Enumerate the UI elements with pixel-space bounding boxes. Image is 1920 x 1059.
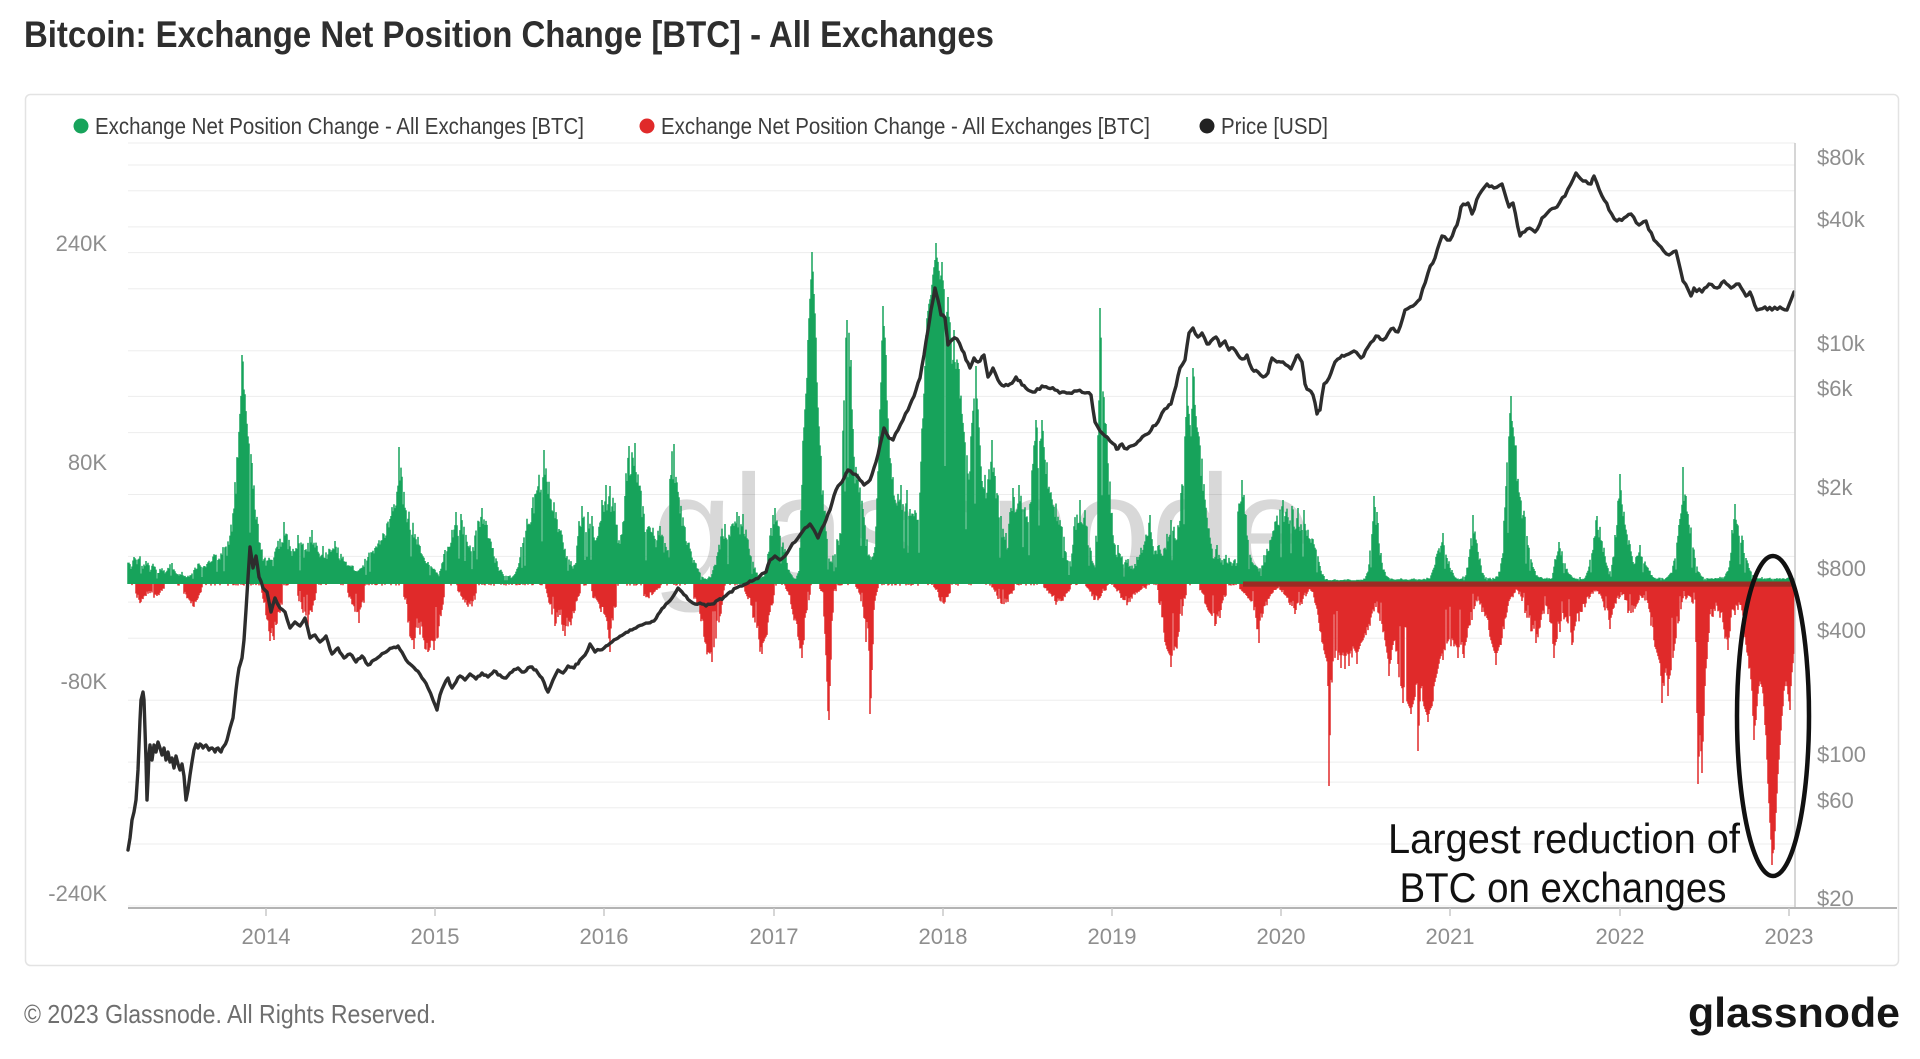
svg-text:$80k: $80k (1817, 145, 1866, 170)
svg-text:80K: 80K (68, 450, 107, 475)
svg-text:2023: 2023 (1765, 924, 1814, 949)
svg-text:Exchange Net Position Change -: Exchange Net Position Change - All Excha… (661, 113, 1150, 139)
svg-text:Largest reduction of: Largest reduction of (1388, 815, 1740, 862)
svg-text:$40k: $40k (1817, 207, 1866, 232)
svg-text:$2k: $2k (1817, 475, 1853, 500)
svg-text:-80K: -80K (61, 669, 108, 694)
svg-text:$800: $800 (1817, 556, 1866, 581)
svg-text:Bitcoin: Exchange Net Position: Bitcoin: Exchange Net Position Change [B… (24, 14, 994, 55)
svg-text:2016: 2016 (580, 924, 629, 949)
svg-text:-240K: -240K (48, 881, 107, 906)
svg-text:$60: $60 (1817, 788, 1854, 813)
svg-text:$10k: $10k (1817, 331, 1866, 356)
svg-text:Price [USD]: Price [USD] (1221, 113, 1328, 139)
svg-text:2022: 2022 (1596, 924, 1645, 949)
svg-text:2015: 2015 (411, 924, 460, 949)
svg-text:2019: 2019 (1088, 924, 1137, 949)
svg-text:glassnode: glassnode (1688, 989, 1900, 1036)
svg-text:2014: 2014 (242, 924, 291, 949)
svg-text:Exchange Net Position Change -: Exchange Net Position Change - All Excha… (95, 113, 584, 139)
svg-text:$6k: $6k (1817, 376, 1853, 401)
svg-text:$20: $20 (1817, 886, 1854, 911)
svg-text:BTC on exchanges: BTC on exchanges (1400, 864, 1727, 911)
svg-text:$400: $400 (1817, 618, 1866, 643)
svg-text:2021: 2021 (1426, 924, 1475, 949)
svg-text:240K: 240K (56, 231, 108, 256)
svg-text:2020: 2020 (1257, 924, 1306, 949)
svg-text:2017: 2017 (750, 924, 799, 949)
svg-text:2018: 2018 (919, 924, 968, 949)
svg-text:© 2023 Glassnode. All Rights R: © 2023 Glassnode. All Rights Reserved. (24, 999, 436, 1029)
svg-text:$100: $100 (1817, 742, 1866, 767)
